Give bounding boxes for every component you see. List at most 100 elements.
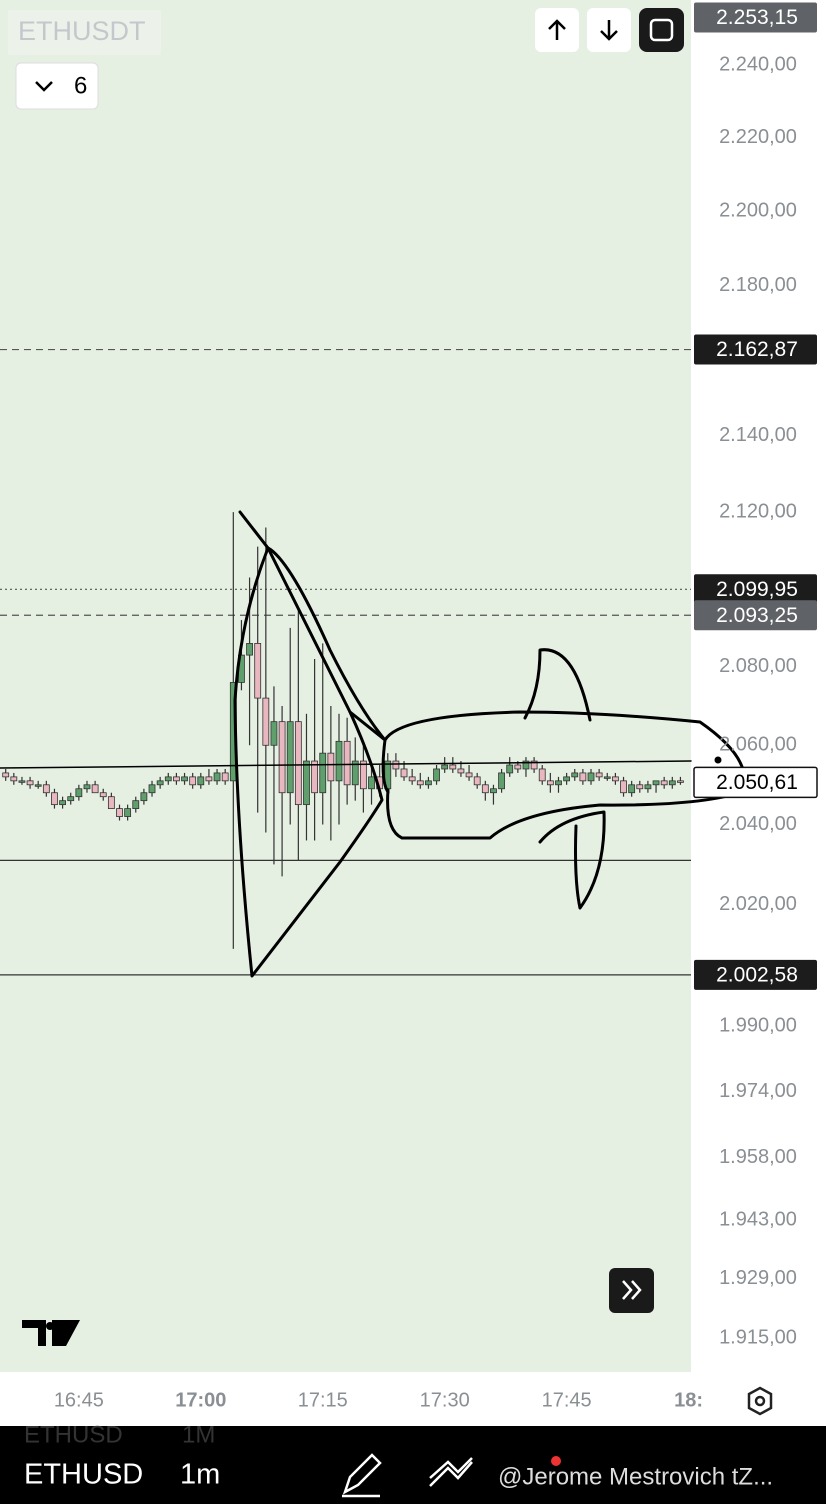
candle-body: [173, 776, 180, 782]
candle-body: [538, 768, 546, 782]
double-chevron-icon: [622, 1280, 642, 1300]
price-tag: [694, 959, 817, 990]
candle-body: [213, 772, 221, 782]
plot: [0, 348, 691, 976]
candle-body: [359, 760, 367, 790]
y-tick-label: 1.915,00: [719, 1326, 797, 1348]
candle-body: [514, 764, 522, 770]
y-tick-label: 2.060,00: [719, 734, 797, 756]
toolbar-interval[interactable]: 1m: [180, 1459, 220, 1491]
candle-body: [99, 792, 107, 798]
candle-body: [425, 780, 432, 786]
trend-tool-icon[interactable]: [429, 1457, 473, 1487]
x-tick-label: 17:30: [420, 1389, 470, 1411]
price-axis: [691, 0, 826, 1372]
candle-body: [34, 784, 42, 787]
y-tick-label: 2.140,00: [719, 424, 797, 446]
draw-tool-icon[interactable]: [342, 1453, 382, 1498]
candle-body: [270, 721, 278, 746]
y-tick-label: 2.240,00: [719, 53, 797, 75]
candle-body: [2, 772, 10, 778]
candle-body: [351, 760, 359, 786]
price-tag: [694, 334, 817, 365]
x-tick-label: 16:45: [54, 1389, 104, 1411]
candle-body: [124, 808, 132, 817]
candle-body: [652, 780, 660, 786]
y-tick-label: 1.943,00: [719, 1208, 797, 1230]
indicator-toggle[interactable]: [15, 62, 99, 110]
x-tick-label: 17:15: [298, 1389, 348, 1411]
candle-body: [660, 780, 668, 786]
candle-body: [294, 721, 302, 806]
x-tick-label: 17:00: [175, 1389, 226, 1411]
fullscreen-button[interactable]: [639, 8, 684, 52]
candle-body: [563, 776, 571, 782]
drawing-stroke: [523, 648, 592, 722]
price-tag: [694, 600, 817, 631]
candle-body: [498, 772, 505, 790]
candle-body: [181, 776, 188, 782]
drawing-stroke: [0, 760, 692, 769]
price-tags: 2.253,15 2.162,87 2.099,95 2.093,25 2.050,61…: [693, 2, 818, 990]
candle-body: [400, 768, 408, 778]
candle-body: [335, 740, 343, 782]
y-tick-label: 2.180,00: [719, 274, 797, 296]
candle-body: [392, 760, 400, 770]
candle-body: [205, 776, 213, 782]
candle-body: [254, 643, 262, 699]
candle-body: [156, 780, 164, 786]
drawing-stroke: [238, 510, 387, 742]
candle-body: [246, 643, 253, 656]
candle-body: [59, 800, 66, 806]
time-axis: [0, 1372, 826, 1426]
candle-body: [75, 788, 83, 798]
candle-body: [278, 721, 286, 794]
tradingview-logo-dot: [46, 1322, 54, 1330]
y-tick-label: 1.958,00: [719, 1146, 797, 1168]
candle-body: [644, 784, 652, 790]
price-tag-label: 2.162,87: [716, 338, 798, 361]
candle-body: [189, 776, 197, 786]
candle-body: [522, 760, 530, 770]
candle-body: [555, 780, 562, 786]
candle-body: [506, 764, 514, 774]
fullscreen-icon: [649, 18, 674, 42]
candle-body: [132, 800, 140, 809]
candle-body: [286, 721, 294, 794]
candle-body: [327, 752, 335, 782]
drawing-eye: [714, 756, 722, 764]
toolbar-symbol[interactable]: ETHUSD: [24, 1459, 143, 1491]
y-tick-label: 1.990,00: [719, 1014, 797, 1036]
candle-body: [10, 776, 18, 782]
candle-body: [164, 776, 172, 782]
y-tick-label: 2.120,00: [719, 500, 797, 522]
y-tick-label: 1.929,00: [719, 1267, 797, 1289]
price-tag: [693, 766, 818, 799]
y-tick-label: 2.040,00: [719, 813, 797, 835]
candle-body: [449, 764, 457, 770]
price-tag-label: 2.253,15: [716, 6, 798, 29]
candle-body: [368, 776, 375, 790]
tradingview-logo: [22, 1320, 80, 1346]
ghost-symbol: ETHUSD: [24, 1421, 123, 1448]
candle-body: [620, 780, 627, 794]
candle-body: [668, 780, 676, 786]
candle-body: [595, 772, 603, 778]
candle-body: [579, 772, 587, 782]
settings-icon[interactable]: [747, 1386, 773, 1416]
indicator-count: 6: [74, 72, 87, 99]
candle-body: [457, 768, 465, 774]
candle-body: [262, 697, 270, 746]
settings-icon-core: [754, 1395, 766, 1407]
candle-body: [303, 760, 310, 806]
candle-body: [490, 788, 497, 794]
candle-body: [465, 772, 473, 778]
plot-background: [0, 0, 691, 1372]
candle-body: [107, 796, 115, 809]
candle-body: [26, 780, 34, 786]
bottom-toolbar: [0, 1426, 826, 1504]
candle-body: [221, 772, 229, 782]
candle-body: [148, 784, 156, 794]
candle-body: [546, 780, 554, 786]
